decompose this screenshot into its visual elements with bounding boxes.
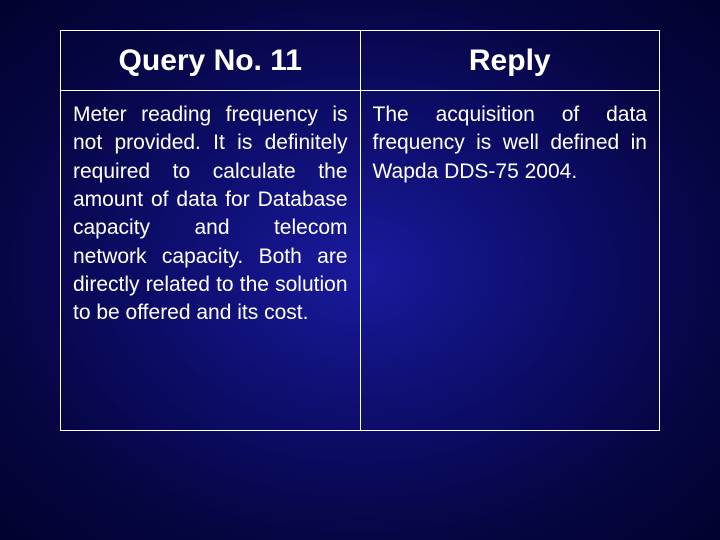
body-row: Meter reading frequency is not provided.… (61, 91, 660, 431)
header-row: Query No. 11 Reply (61, 31, 660, 91)
query-header: Query No. 11 (61, 31, 361, 91)
query-cell: Meter reading frequency is not provided.… (61, 91, 361, 431)
reply-cell: The acquisition of data frequency is wel… (360, 91, 660, 431)
reply-header: Reply (360, 31, 660, 91)
query-reply-table: Query No. 11 Reply Meter reading frequen… (60, 30, 660, 431)
